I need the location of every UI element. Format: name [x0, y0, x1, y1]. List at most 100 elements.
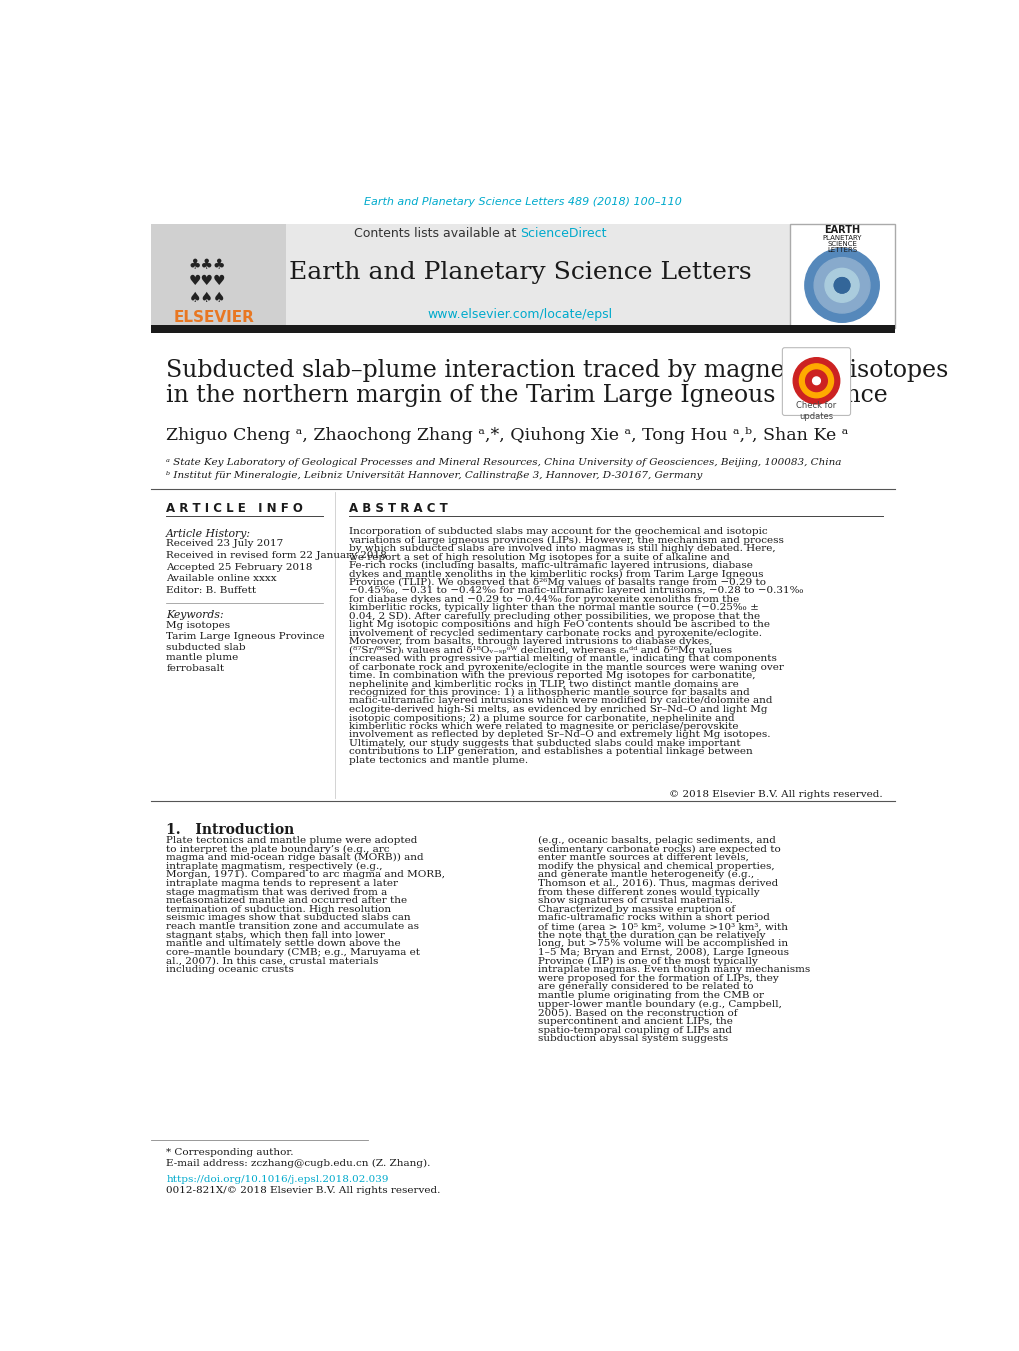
Text: Mg isotopes: Mg isotopes	[166, 621, 230, 630]
Text: seismic images show that subducted slabs can: seismic images show that subducted slabs…	[166, 913, 411, 923]
Text: Incorporation of subducted slabs may account for the geochemical and isotopic: Incorporation of subducted slabs may acc…	[348, 527, 767, 536]
Text: supercontinent and ancient LIPs, the: supercontinent and ancient LIPs, the	[538, 1017, 733, 1025]
Circle shape	[834, 277, 849, 293]
Text: Check for
updates: Check for updates	[796, 401, 836, 420]
Text: al., 2007). In this case, crustal materials: al., 2007). In this case, crustal materi…	[166, 957, 378, 966]
Text: subduction abyssal system suggests: subduction abyssal system suggests	[538, 1035, 728, 1043]
Text: 0012-821X/© 2018 Elsevier B.V. All rights reserved.: 0012-821X/© 2018 Elsevier B.V. All right…	[166, 1186, 440, 1196]
Text: metasomatized mantle and occurred after the: metasomatized mantle and occurred after …	[166, 896, 407, 905]
Text: upper-lower mantle boundary (e.g., Campbell,: upper-lower mantle boundary (e.g., Campb…	[538, 1000, 782, 1009]
Text: increased with progressive partial melting of mantle, indicating that components: increased with progressive partial melti…	[348, 654, 776, 663]
Text: mantle plume: mantle plume	[166, 654, 238, 662]
Text: termination of subduction. High resolution: termination of subduction. High resoluti…	[166, 905, 391, 913]
Text: show signatures of crustal materials.: show signatures of crustal materials.	[538, 896, 733, 905]
Text: © 2018 Elsevier B.V. All rights reserved.: © 2018 Elsevier B.V. All rights reserved…	[668, 790, 882, 800]
Text: mafic-ultramafic rocks within a short period: mafic-ultramafic rocks within a short pe…	[538, 913, 769, 923]
Text: of carbonate rock and pyroxenite/eclogite in the mantle sources were waning over: of carbonate rock and pyroxenite/eclogit…	[348, 662, 784, 671]
Text: www.elsevier.com/locate/epsl: www.elsevier.com/locate/epsl	[427, 308, 612, 322]
Text: Editor: B. Buffett: Editor: B. Buffett	[166, 585, 256, 594]
Text: are generally considered to be related to: are generally considered to be related t…	[538, 982, 753, 992]
Circle shape	[805, 370, 826, 392]
Text: were proposed for the formation of LIPs, they: were proposed for the formation of LIPs,…	[538, 974, 779, 984]
Circle shape	[799, 363, 833, 397]
Text: and generate mantle heterogeneity (e.g.,: and generate mantle heterogeneity (e.g.,	[538, 870, 754, 880]
Circle shape	[804, 249, 878, 323]
Circle shape	[813, 258, 869, 313]
Bar	[151, 224, 894, 328]
Text: * Corresponding author.: * Corresponding author.	[166, 1148, 293, 1156]
Text: PLANETARY: PLANETARY	[821, 235, 861, 240]
Text: Fe-rich rocks (including basalts, mafic-ultramafic layered intrusions, diabase: Fe-rich rocks (including basalts, mafic-…	[348, 561, 752, 570]
Text: core–mantle boundary (CMB; e.g., Maruyama et: core–mantle boundary (CMB; e.g., Maruyam…	[166, 948, 420, 957]
Text: Received 23 July 2017: Received 23 July 2017	[166, 539, 283, 549]
Text: long, but >75% volume will be accomplished in: long, but >75% volume will be accomplish…	[538, 939, 788, 948]
Text: magma and mid-ocean ridge basalt (MORB)) and: magma and mid-ocean ridge basalt (MORB))…	[166, 852, 424, 862]
Text: spatio-temporal coupling of LIPs and: spatio-temporal coupling of LIPs and	[538, 1025, 732, 1035]
Text: ᵇ Institut für Mineralogie, Leibniz Universität Hannover, Callinstraße 3, Hannov: ᵇ Institut für Mineralogie, Leibniz Univ…	[166, 471, 702, 480]
Text: Contents lists available at: Contents lists available at	[354, 227, 520, 240]
Circle shape	[834, 277, 849, 293]
Text: A B S T R A C T: A B S T R A C T	[348, 503, 447, 515]
Text: E-mail address: zczhang@cugb.edu.cn (Z. Zhang).: E-mail address: zczhang@cugb.edu.cn (Z. …	[166, 1159, 430, 1169]
Text: LETTERS: LETTERS	[826, 247, 856, 253]
Text: plate tectonics and mantle plume.: plate tectonics and mantle plume.	[348, 755, 528, 765]
Text: enter mantle sources at different levels,: enter mantle sources at different levels…	[538, 852, 748, 862]
Text: intraplate magma tends to represent a later: intraplate magma tends to represent a la…	[166, 880, 397, 888]
Text: contributions to LIP generation, and establishes a potential linkage between: contributions to LIP generation, and est…	[348, 747, 752, 757]
Text: 1.   Introduction: 1. Introduction	[166, 823, 294, 836]
Text: light Mg isotopic compositions and high FeO contents should be ascribed to the: light Mg isotopic compositions and high …	[348, 620, 769, 630]
Text: ᵃ State Key Laboratory of Geological Processes and Mineral Resources, China Univ: ᵃ State Key Laboratory of Geological Pro…	[166, 458, 841, 467]
Text: eclogite-derived high-Si melts, as evidenced by enriched Sr–Nd–O and light Mg: eclogite-derived high-Si melts, as evide…	[348, 705, 767, 713]
Text: Accepted 25 February 2018: Accepted 25 February 2018	[166, 562, 312, 571]
Text: 1–5 Ma; Bryan and Ernst, 2008), Large Igneous: 1–5 Ma; Bryan and Ernst, 2008), Large Ig…	[538, 948, 789, 957]
Text: Characterized by massive eruption of: Characterized by massive eruption of	[538, 905, 735, 913]
Text: mafic-ultramafic layered intrusions which were modified by calcite/dolomite and: mafic-ultramafic layered intrusions whic…	[348, 697, 772, 705]
Text: Article History:: Article History:	[166, 528, 251, 539]
Text: involvement of recycled sedimentary carbonate rocks and pyroxenite/eclogite.: involvement of recycled sedimentary carb…	[348, 628, 761, 638]
Text: sedimentary carbonate rocks) are expected to: sedimentary carbonate rocks) are expecte…	[538, 844, 781, 854]
Bar	[790, 224, 894, 328]
Text: variations of large igneous provinces (LIPs). However, the mechanism and process: variations of large igneous provinces (L…	[348, 535, 784, 544]
Text: time. In combination with the previous reported Mg isotopes for carbonatite,: time. In combination with the previous r…	[348, 671, 755, 680]
Text: reach mantle transition zone and accumulate as: reach mantle transition zone and accumul…	[166, 923, 419, 931]
Text: Subducted slab–plume interaction traced by magnesium isotopes: Subducted slab–plume interaction traced …	[166, 358, 948, 381]
Text: nephelinite and kimberlitic rocks in TLIP, two distinct mantle domains are: nephelinite and kimberlitic rocks in TLI…	[348, 680, 738, 689]
Text: the note that the duration can be relatively: the note that the duration can be relati…	[538, 931, 765, 940]
Text: Plate tectonics and mantle plume were adopted: Plate tectonics and mantle plume were ad…	[166, 836, 417, 844]
Text: −0.45‰, −0.31 to −0.42‰ for mafic-ultramafic layered intrusions, −0.28 to −0.31‰: −0.45‰, −0.31 to −0.42‰ for mafic-ultram…	[348, 586, 803, 596]
Text: Morgan, 1971). Compared to arc magma and MORB,: Morgan, 1971). Compared to arc magma and…	[166, 870, 445, 880]
Text: for diabase dykes and −0.29 to −0.44‰ for pyroxenite xenoliths from the: for diabase dykes and −0.29 to −0.44‰ fo…	[348, 594, 739, 604]
Text: kimberlitic rocks, typically lighter than the normal mantle source (−0.25‰ ±: kimberlitic rocks, typically lighter tha…	[348, 604, 758, 612]
Circle shape	[793, 358, 839, 404]
Text: from these different zones would typically: from these different zones would typical…	[538, 888, 759, 897]
Text: ferrobasalt: ferrobasalt	[166, 665, 224, 673]
Text: Ultimately, our study suggests that subducted slabs could make important: Ultimately, our study suggests that subd…	[348, 739, 740, 748]
Text: EARTH: EARTH	[823, 224, 859, 235]
Text: (⁸⁷Sr/⁸⁶Sr)ᵢ values and δ¹⁸Oᵥ₋ₛₚᵒᵂ declined, whereas εₙᵈᵈ and δ²⁶Mg values: (⁸⁷Sr/⁸⁶Sr)ᵢ values and δ¹⁸Oᵥ₋ₛₚᵒᵂ decli…	[348, 646, 732, 655]
Text: A R T I C L E   I N F O: A R T I C L E I N F O	[166, 503, 303, 515]
Text: Tarim Large Igneous Province: Tarim Large Igneous Province	[166, 632, 325, 640]
FancyBboxPatch shape	[782, 347, 850, 416]
Text: (e.g., oceanic basalts, pelagic sediments, and: (e.g., oceanic basalts, pelagic sediment…	[538, 836, 775, 844]
Text: SCIENCE: SCIENCE	[826, 240, 856, 247]
Text: including oceanic crusts: including oceanic crusts	[166, 965, 293, 974]
Text: Available online xxxx: Available online xxxx	[166, 574, 276, 584]
Text: kimberlitic rocks which were related to magnesite or periclase/perovskite: kimberlitic rocks which were related to …	[348, 721, 738, 731]
Circle shape	[824, 269, 858, 303]
Text: Province (LIP) is one of the most typically: Province (LIP) is one of the most typica…	[538, 957, 757, 966]
Text: Zhiguo Cheng ᵃ, Zhaochong Zhang ᵃ,*, Qiuhong Xie ᵃ, Tong Hou ᵃ,ᵇ, Shan Ke ᵃ: Zhiguo Cheng ᵃ, Zhaochong Zhang ᵃ,*, Qiu…	[166, 427, 848, 444]
Text: Received in revised form 22 January 2018: Received in revised form 22 January 2018	[166, 551, 386, 559]
Text: Thomson et al., 2016). Thus, magmas derived: Thomson et al., 2016). Thus, magmas deri…	[538, 880, 777, 888]
Text: in the northern margin of the Tarim Large Igneous Province: in the northern margin of the Tarim Larg…	[166, 384, 888, 407]
Text: mantle and ultimately settle down above the: mantle and ultimately settle down above …	[166, 939, 400, 948]
Text: by which subducted slabs are involved into magmas is still highly debated. Here,: by which subducted slabs are involved in…	[348, 544, 775, 553]
Bar	[151, 326, 894, 334]
Text: 0.04, 2 SD). After carefully precluding other possibilities, we propose that the: 0.04, 2 SD). After carefully precluding …	[348, 612, 759, 621]
Text: modify the physical and chemical properties,: modify the physical and chemical propert…	[538, 862, 774, 871]
Text: stagnant stabs, which then fall into lower: stagnant stabs, which then fall into low…	[166, 931, 385, 940]
Text: Keywords:: Keywords:	[166, 611, 223, 620]
Text: https://doi.org/10.1016/j.epsl.2018.02.039: https://doi.org/10.1016/j.epsl.2018.02.0…	[166, 1174, 388, 1183]
Text: Province (TLIP). We observed that δ²⁶Mg values of basalts range from −0.29 to: Province (TLIP). We observed that δ²⁶Mg …	[348, 578, 765, 588]
Text: dykes and mantle xenoliths in the kimberlitic rocks) from Tarim Large Igneous: dykes and mantle xenoliths in the kimber…	[348, 570, 763, 578]
Bar	[151, 224, 286, 328]
